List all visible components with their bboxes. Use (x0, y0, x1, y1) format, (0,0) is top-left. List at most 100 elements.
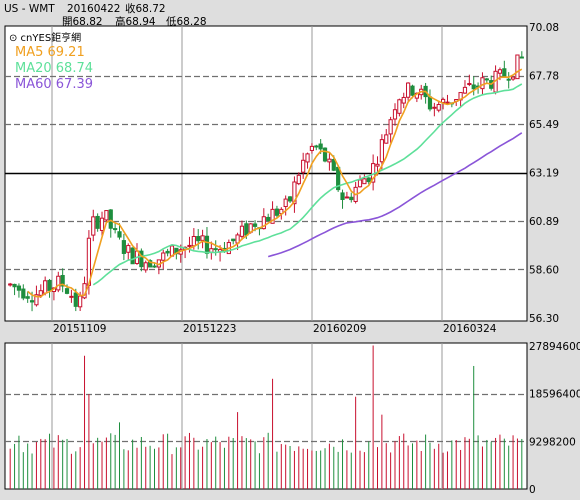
volume-axis: 27894600 18596400 9298200 0 (529, 341, 580, 496)
candle-body (148, 260, 153, 268)
candle-body (47, 279, 52, 291)
candle-body (95, 215, 100, 229)
price-tick-label: 70.08 (529, 22, 559, 34)
price-tick-label: 65.49 (529, 119, 559, 131)
candle-body (99, 217, 105, 231)
candle-body (244, 223, 249, 236)
candle-body (34, 294, 39, 306)
volume-panel (4, 342, 528, 490)
candle-body (357, 179, 363, 188)
candle-body (362, 178, 367, 185)
low-label: 低68.28 (166, 15, 207, 28)
ma5-line (27, 68, 523, 298)
candle-body (510, 76, 516, 80)
candle-body (366, 177, 371, 183)
candle-body (406, 82, 411, 98)
candle-body (410, 85, 415, 96)
ma60-line (267, 132, 523, 258)
candle-body (56, 275, 61, 291)
candle-body (375, 163, 380, 167)
candle-body (143, 262, 148, 271)
candle-body (29, 300, 35, 303)
legend-ma60: MA60 67.39 (15, 77, 93, 92)
candle-body (239, 225, 245, 237)
candle-body (392, 109, 398, 120)
legend-ma5: MA5 69.21 (15, 45, 85, 60)
candle-body (213, 248, 218, 251)
volume-tick-label: 27894600 (529, 341, 580, 353)
candle-body (292, 181, 297, 205)
moving-average-lines (27, 68, 523, 298)
candle-body (274, 208, 280, 216)
candle-body (436, 104, 441, 111)
candle-body (519, 56, 524, 59)
candle-body (91, 216, 96, 236)
candle-body (21, 288, 26, 299)
price-axis: 70.08 67.78 65.49 63.19 60.89 58.60 56.30 (529, 22, 559, 325)
candle-body (296, 174, 301, 185)
candle-body (113, 228, 118, 231)
candle-body (231, 238, 236, 242)
candle-body (445, 101, 450, 104)
volume-tick-label: 9298200 (529, 436, 576, 448)
candle-body (60, 274, 65, 287)
candle-body (283, 198, 288, 208)
candle-body (139, 250, 144, 268)
high-label: 高68.94 (115, 15, 156, 28)
close-label: 收68.72 (125, 2, 166, 15)
candle-body (204, 235, 210, 254)
candle-body (401, 96, 406, 104)
open-label: 開68.82 (62, 16, 103, 28)
ma20-line (92, 83, 523, 286)
candle-body (344, 196, 349, 199)
candle-body (327, 158, 332, 163)
candle-body (314, 145, 319, 148)
candle-body (165, 250, 170, 254)
candle-body (379, 139, 384, 163)
candle-body (108, 209, 113, 229)
candle-body (467, 83, 472, 86)
candle-body (200, 235, 205, 241)
candle-body (69, 295, 74, 298)
brand-logo: ⊙ cnYES鉅亨網 (9, 31, 81, 44)
candle-body (432, 106, 437, 109)
price-tick-label: 60.89 (529, 216, 559, 228)
candle-body (12, 283, 17, 288)
candle-body (126, 245, 131, 253)
price-tick-label: 63.19 (529, 168, 559, 180)
candle-body (25, 296, 30, 299)
candle-body (152, 265, 157, 268)
candle-body (322, 147, 328, 162)
candle-body (16, 285, 22, 291)
candle-body (384, 134, 389, 144)
date-tick-label: 20160324 (443, 323, 497, 335)
candle-body (78, 295, 83, 308)
candle-body (191, 235, 196, 247)
candle-body (43, 280, 48, 294)
candle-body (484, 78, 489, 81)
candle-body (427, 96, 433, 110)
legend-ma20: MA20 68.74 (15, 61, 93, 76)
candle-body (388, 119, 393, 135)
volume-tick-label: 18596400 (529, 389, 580, 401)
candle-body (187, 244, 192, 247)
price-tick-label: 58.60 (529, 264, 559, 276)
candle-body (309, 145, 315, 151)
candle-body (266, 216, 271, 222)
candle-body (38, 290, 43, 296)
candle-body (506, 78, 511, 81)
date-tick-label: 20160209 (313, 323, 366, 335)
candle-body (270, 208, 275, 224)
candle-body (196, 236, 201, 242)
price-tick-label: 67.78 (529, 71, 559, 83)
candle-body (117, 231, 122, 238)
symbol-label: US - WMT (4, 3, 55, 15)
candle-body (252, 223, 258, 227)
candle-body (497, 69, 503, 74)
candle-body (287, 196, 293, 202)
price-tick-label: 56.30 (529, 313, 559, 325)
volume-bars (9, 345, 523, 489)
candle-body (471, 84, 476, 90)
